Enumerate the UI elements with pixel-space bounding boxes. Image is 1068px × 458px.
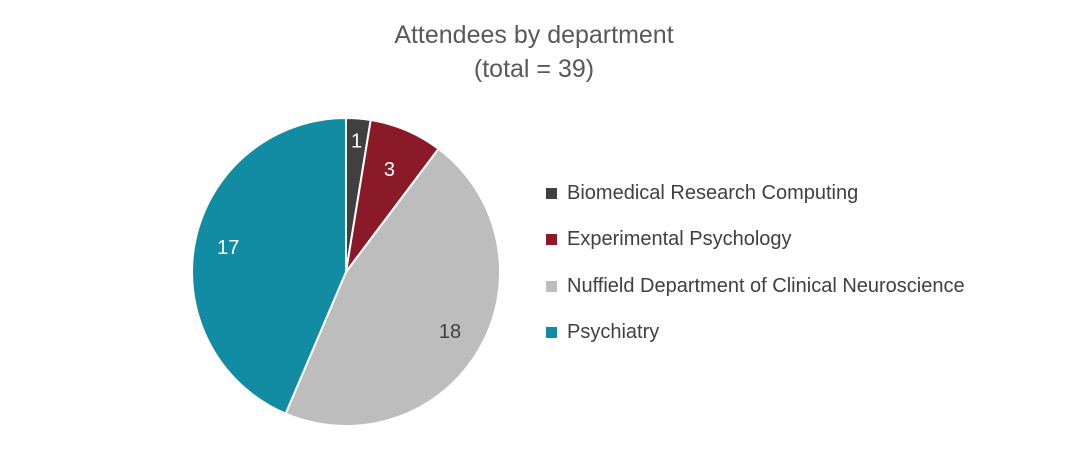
pie-slice-psychiatry <box>191 117 347 415</box>
legend-item-psychiatry: Psychiatry <box>546 310 965 357</box>
legend-label: Nuffield Department of Clinical Neurosci… <box>567 274 965 297</box>
data-label-biomedical-research-computing: 1 <box>351 131 362 153</box>
chart-subtitle: (total = 39) <box>473 55 595 83</box>
chart-title: Attendees by department <box>394 21 674 49</box>
legend-label: Experimental Psychology <box>567 228 792 251</box>
chart-title-block: Attendees by department (total = 39) <box>0 18 1068 86</box>
legend-swatch <box>546 280 557 292</box>
legend-swatch <box>546 187 557 199</box>
pie-slice-nuffield-department-of-clinical-neuroscience <box>284 147 501 427</box>
legend-label: Biomedical Research Computing <box>567 181 859 204</box>
legend-item-biomedical-research-computing: Biomedical Research Computing <box>546 170 965 217</box>
data-label-experimental-psychology: 3 <box>384 159 395 181</box>
legend: Biomedical Research Computing Experimenta… <box>546 170 965 356</box>
pie-slices <box>191 117 501 427</box>
legend-item-experimental-psychology: Experimental Psychology <box>546 217 965 264</box>
legend-item-nuffield-department-of-clinical-neuroscience: Nuffield Department of Clinical Neurosci… <box>546 263 965 310</box>
data-label-psychiatry: 17 <box>217 237 239 259</box>
pie-data-labels: 13 18 17 <box>217 131 461 344</box>
legend-swatch <box>546 234 557 246</box>
legend-label: Psychiatry <box>567 321 660 344</box>
legend-swatch <box>546 327 557 339</box>
data-label-nuffield-department-of-clinical-neuroscience: 18 <box>439 321 461 343</box>
